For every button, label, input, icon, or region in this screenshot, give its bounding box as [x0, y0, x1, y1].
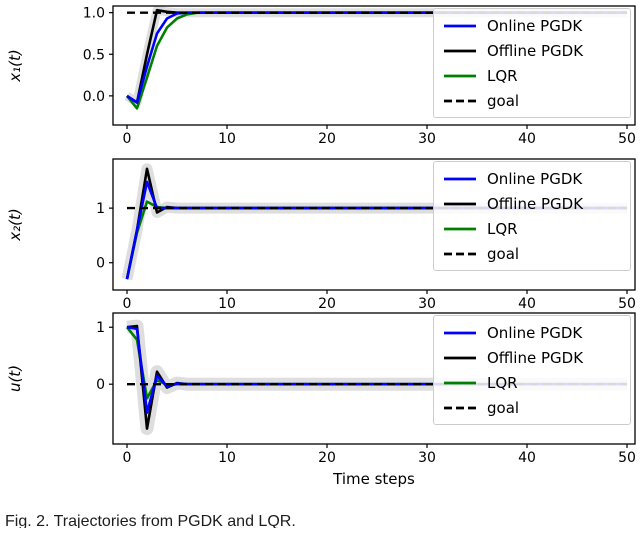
y-axis-label: x₂(t): [6, 208, 24, 241]
legend-line-sample: [444, 252, 476, 255]
legend: Online PGDK Offline PGDK LQR goal: [433, 8, 631, 118]
x-tick-label: 50: [618, 296, 636, 312]
x-tick-label: 10: [218, 296, 236, 312]
y-axis-label: x₁(t): [6, 49, 24, 82]
legend-label: goal: [487, 244, 520, 263]
y-tick-label: 1: [96, 320, 105, 336]
legend-label: Offline PGDK: [487, 348, 584, 367]
legend-label: Online PGDK: [487, 169, 583, 188]
plot-area: [125, 319, 627, 436]
legend-label: LQR: [487, 373, 518, 392]
legend-label: LQR: [487, 66, 518, 85]
x-tick-label: 20: [318, 450, 336, 466]
y-tick-label: 0.0: [83, 89, 105, 105]
legend-line-sample: [444, 356, 476, 359]
x-axis-label: Time steps: [333, 470, 415, 488]
legend-label: LQR: [487, 219, 518, 238]
legend-line-sample: [444, 406, 476, 409]
legend-line-sample: [444, 99, 476, 102]
legend-entry: LQR: [443, 63, 621, 88]
x-tick-label: 0: [123, 131, 132, 147]
plot-canvas: 0 10 20 30 40 500.00.51.0x₁(t)0 10 20 30 40 5001x₂…: [6, 5, 636, 466]
y-tick-label: 1: [96, 201, 105, 217]
x-tick-label: 20: [318, 131, 336, 147]
legend-line-sample: [444, 49, 476, 52]
legend-label: Offline PGDK: [487, 41, 584, 60]
plot-area: [124, 5, 627, 110]
legend-line-sample: [444, 24, 476, 27]
x-tick-label: 10: [218, 450, 236, 466]
axes-frame: [112, 158, 636, 291]
series-line-online-pgdk: [125, 180, 627, 280]
x-tick-label: 30: [418, 131, 436, 147]
y-tick-label: 0.5: [83, 47, 105, 63]
legend-label: Online PGDK: [487, 323, 583, 342]
legend-label: goal: [487, 398, 520, 417]
legend-label: Offline PGDK: [487, 194, 584, 213]
legend-line-sample: [444, 227, 476, 230]
legend-entry: Offline PGDK: [443, 345, 621, 370]
x-tick-label: 30: [418, 296, 436, 312]
legend-label: goal: [487, 91, 520, 110]
legend-entry: Online PGDK: [443, 166, 621, 191]
x-tick-label: 0: [123, 296, 132, 312]
legend-entry: Online PGDK: [443, 13, 621, 38]
legend-line-sample: [444, 202, 476, 205]
legend-entry: Offline PGDK: [443, 38, 621, 63]
legend-label: Online PGDK: [487, 16, 583, 35]
x-tick-label: 50: [618, 450, 636, 466]
plot-area: [121, 163, 627, 281]
x-tick-label: 40: [518, 131, 536, 147]
legend-entry: Online PGDK: [443, 320, 621, 345]
legend-line-sample: [444, 74, 476, 77]
legend-entry: goal: [443, 241, 621, 266]
legend-entry: LQR: [443, 216, 621, 241]
x-tick-label: 40: [518, 296, 536, 312]
axes-frame: [112, 312, 636, 445]
x-tick-label: 20: [318, 296, 336, 312]
legend-entry: Offline PGDK: [443, 191, 621, 216]
x-tick-label: 40: [518, 450, 536, 466]
legend-line-sample: [444, 331, 476, 334]
legend: Online PGDK Offline PGDK LQR goal: [433, 161, 631, 271]
y-tick-label: 0: [96, 377, 105, 393]
x-tick-label: 0: [123, 450, 132, 466]
y-tick-label: 0: [96, 256, 105, 272]
x-tick-label: 30: [418, 450, 436, 466]
legend: Online PGDK Offline PGDK LQR goal: [433, 315, 631, 425]
axes-frame: [112, 5, 636, 126]
legend-line-sample: [444, 177, 476, 180]
legend-line-sample: [444, 381, 476, 384]
legend-entry: goal: [443, 395, 621, 420]
y-axis-label: u(t): [6, 365, 24, 392]
figure-caption: Fig. 2. Trajectories from PGDK and LQR.: [5, 513, 296, 528]
x-tick-label: 10: [218, 131, 236, 147]
y-tick-label: 1.0: [83, 6, 105, 22]
legend-entry: LQR: [443, 370, 621, 395]
legend-entry: goal: [443, 88, 621, 113]
x-tick-label: 50: [618, 131, 636, 147]
